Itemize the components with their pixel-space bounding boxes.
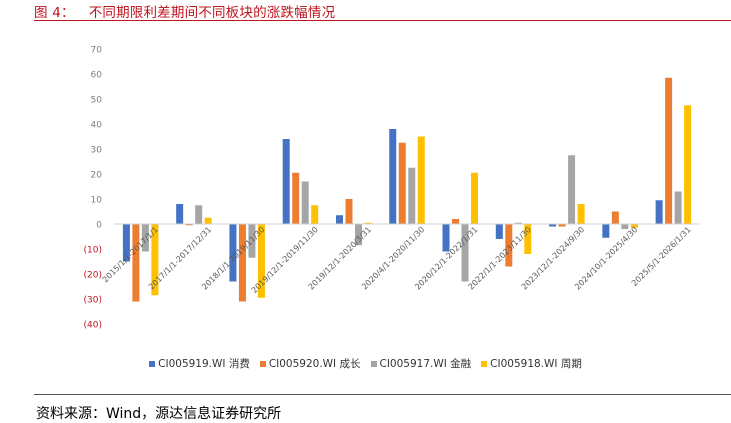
y-tick-label: 20 [91, 171, 103, 181]
bar [176, 204, 184, 224]
bar [417, 136, 425, 224]
bar [345, 199, 353, 224]
bar [514, 222, 522, 224]
bar [505, 224, 513, 267]
bar [132, 224, 140, 302]
bar [674, 191, 682, 224]
bar [389, 129, 397, 224]
legend-swatch [481, 360, 488, 367]
bar [442, 224, 450, 252]
y-tick-label: 30 [91, 146, 103, 156]
legend-label: CI005919.WI 消费 [158, 358, 250, 370]
legend-swatch [259, 360, 266, 367]
y-tick-label: (10) [84, 246, 102, 256]
source-rule [34, 394, 731, 395]
bar [568, 155, 576, 224]
bar [257, 224, 265, 298]
bar [122, 224, 130, 262]
bar [311, 205, 319, 224]
chart-legend: CI005919.WI 消费 CI005920.WI 成长 CI005917.WI … [0, 356, 731, 371]
legend-item: CI005917.WI 金融 [370, 356, 472, 371]
source-note: 资料来源：Wind，源达信息证券研究所 [36, 406, 282, 422]
bar [471, 172, 479, 224]
bar [282, 139, 290, 224]
bar [398, 142, 406, 224]
bar [602, 224, 610, 238]
figure-caption: 不同期限利差期间不同板块的涨跌幅情况 [88, 5, 336, 21]
legend-swatch [370, 360, 377, 367]
y-tick-label: (20) [84, 271, 102, 281]
bar [354, 224, 362, 246]
figure-title: 图 4： 不同期限利差期间不同板块的涨跌幅情况 [34, 1, 335, 21]
bar [655, 200, 663, 224]
y-tick-label: 10 [91, 196, 103, 206]
bar [495, 224, 503, 239]
y-tick-label: 0 [96, 221, 102, 231]
y-tick-label: (30) [84, 296, 102, 306]
legend-label: CI005918.WI 周期 [490, 358, 582, 370]
bar [461, 224, 469, 282]
bar [229, 224, 237, 282]
bar [248, 224, 256, 258]
bar [621, 224, 629, 229]
bar [238, 224, 246, 302]
x-tick-label: 2025/5/1-2026/1/31 [630, 225, 693, 288]
legend-label: CI005920.WI 成长 [268, 358, 361, 370]
y-tick-label: 40 [91, 121, 103, 131]
bar [558, 224, 566, 227]
bar [452, 219, 460, 224]
bar [301, 181, 309, 224]
legend-item: CI005920.WI 成长 [259, 356, 361, 371]
bar [524, 224, 532, 254]
bar [665, 77, 673, 224]
x-tick-label: 2015/1/1-2017/1/1 [101, 225, 160, 284]
y-tick-label: (40) [84, 321, 102, 331]
figure-number: 图 4： [34, 5, 75, 21]
bar [364, 222, 372, 224]
legend-label: CI005917.WI 金融 [379, 358, 472, 370]
y-tick-label: 60 [91, 71, 103, 81]
bar [141, 224, 149, 252]
bar [151, 224, 159, 296]
bar [195, 205, 203, 224]
bar [335, 215, 343, 224]
bar [549, 224, 557, 227]
y-tick-label: 50 [91, 96, 103, 106]
title-rule [34, 20, 731, 21]
legend-item: CI005918.WI 周期 [481, 356, 582, 371]
legend-item: CI005919.WI 消费 [149, 356, 250, 371]
legend-swatch [149, 360, 156, 367]
bar [630, 224, 638, 228]
bar [292, 172, 300, 224]
bar [204, 217, 212, 224]
y-tick-label: 70 [91, 46, 103, 56]
bar [611, 211, 619, 224]
bar [577, 204, 585, 224]
bar [408, 167, 416, 224]
bar [684, 105, 692, 224]
bar [185, 224, 193, 226]
bar-chart: 70 60 50 40 30 20 10 0 (10) (20) (30) (40) 2015/1/1-… [84, 46, 700, 331]
